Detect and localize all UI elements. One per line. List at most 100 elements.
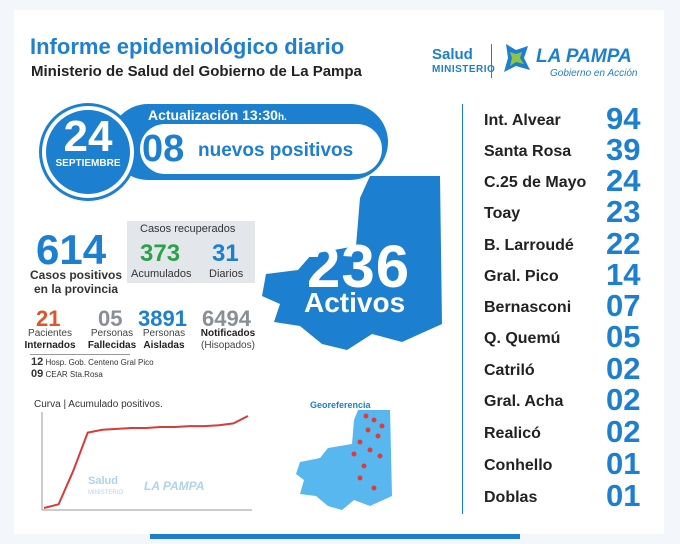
date-day: 24 [63,112,113,161]
update-time-label: Actualización 13:30 [148,107,278,123]
recovered-accumulated-count: 373 [140,240,181,267]
case-location-dot [377,453,383,459]
locality-name: C.25 de Mayo [484,174,587,191]
deceased-label: Personas Fallecidas [84,328,140,352]
total-cases-count: 614 [36,226,107,273]
locality-count: 14 [606,257,641,292]
hospital-name: Hosp. Gob. Centeno Gral Pico [45,358,154,367]
logo-salud-text: Salud [432,46,473,63]
notified-label: Notificados (Hisopados) [196,328,260,352]
locality-name: Realicó [484,425,541,442]
logo-tagline: Gobierno en Acción [550,68,638,79]
isolated-label-line2: Aisladas [143,340,185,351]
deceased-count: 05 [98,306,123,331]
update-time-suffix: h. [277,112,287,123]
logo-la-pampa-text: LA PAMPA [536,46,632,67]
active-cases-label: Activos [304,287,406,318]
case-location-dot [379,423,385,429]
update-pill-inner [140,124,382,174]
hospitalized-count: 21 [36,306,61,331]
total-cases-label: Casos positivos en la provincia [28,268,124,296]
locality-name: Gral. Pico [484,268,559,285]
recovered-accumulated-label: Acumulados [131,268,192,280]
case-location-dot [363,413,369,419]
locality-count: 02 [606,382,641,417]
locality-name: Doblas [484,489,538,506]
hospital-count: 12 [31,356,44,368]
total-cases-label-line2: en la provincia [33,282,119,296]
locality-count: 01 [606,478,641,513]
recovered-title: Casos recuperados [140,223,236,235]
locality-count: 01 [606,446,641,481]
footer-bar [150,534,520,539]
recovered-daily-label: Diarios [209,268,244,280]
isolated-label-line1: Personas [142,328,186,339]
case-location-dot [367,447,373,453]
hospitals-divider [30,354,130,355]
locality-name: Q. Quemú [484,330,561,347]
curve-line [43,415,249,509]
notified-label-line2: (Hisopados) [201,340,255,351]
case-location-dot [375,433,381,439]
hospital-row: 09 CEAR Sta.Rosa [31,368,103,380]
locality-count: 02 [606,414,641,449]
hospital-count: 09 [31,368,44,380]
locality-name: Santa Rosa [484,143,572,160]
case-location-dot [371,485,377,491]
curve-title: Curva | Acumulado positivos. [34,399,163,410]
localities-divider [462,104,463,514]
case-location-dot [357,475,363,481]
deceased-label-line2: Fallecidas [87,340,137,351]
locality-count: 22 [606,226,641,261]
la-pampa-emblem-icon [504,44,530,72]
case-location-dot [365,427,371,433]
locality-name: Catriló [484,362,535,379]
deceased-label-line1: Personas [90,328,134,339]
new-positives-count: 08 [142,128,185,170]
total-cases-label-line1: Casos positivos [29,268,123,282]
logo-divider [491,44,492,78]
isolated-count: 3891 [138,306,187,331]
logo-ministerio-text: MINISTERIO [432,64,496,75]
locality-count: 24 [606,163,641,198]
locality-name: Bernasconi [484,299,572,316]
case-location-dot [371,417,377,423]
hospitalized-label: Pacientes Internados [22,328,78,352]
locality-count: 02 [606,351,641,386]
watermark-la-pampa: LA PAMPA [144,479,204,493]
active-cases-count: 236 [307,233,411,300]
case-location-dot [351,451,357,457]
watermark-ministerio: MINISTERIO [88,490,123,496]
case-location-dot [361,463,367,469]
page-title: Informe epidemiológico diario [30,34,345,59]
locality-count: 05 [606,319,641,354]
date-circle [42,106,134,198]
locality-count: 23 [606,194,641,229]
locality-name: Gral. Acha [484,393,564,410]
cumulative-curve-chart: Salud MINISTERIO LA PAMPA [41,412,252,511]
new-positives-label: nuevos positivos [198,140,354,161]
georeference-title: Georeferencia [310,400,371,410]
locality-count: 94 [606,101,641,136]
hospitalized-label-line1: Pacientes [28,328,72,339]
hospitalized-label-line2: Internados [24,340,76,351]
notified-label-line1: Notificados [200,328,256,339]
hospital-name: CEAR Sta.Rosa [45,370,103,379]
locality-count: 39 [606,132,641,167]
locality-name: Int. Alvear [484,112,561,129]
georeference-map [296,410,392,510]
case-location-dot [357,439,363,445]
recovered-daily-count: 31 [212,240,239,267]
locality-name: Conhello [484,457,553,474]
locality-name: B. Larroudé [484,237,574,254]
hospital-row: 12 Hosp. Gob. Centeno Gral Pico [31,356,154,368]
update-time: Actualización 13:30h. [148,107,287,123]
date-month: SEPTIEMBRE [55,158,121,169]
page-subtitle: Ministerio de Salud del Gobierno de La P… [31,63,362,80]
notified-count: 6494 [202,306,251,331]
curve-watermark: Salud MINISTERIO LA PAMPA [88,475,204,496]
recovered-box [127,221,255,283]
watermark-salud: Salud [88,475,118,487]
locality-count: 07 [606,288,641,323]
locality-name: Toay [484,205,521,222]
